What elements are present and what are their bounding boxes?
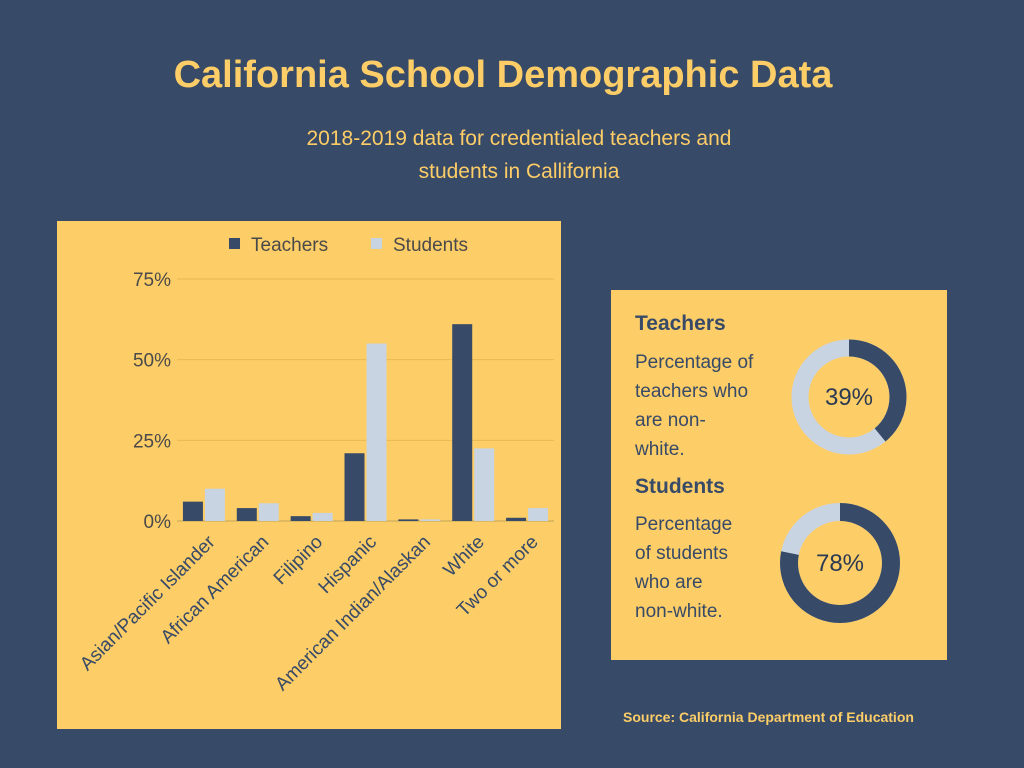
bar-students xyxy=(312,512,333,521)
bar-teachers xyxy=(398,519,419,521)
students-desc-line: non-white. xyxy=(635,601,723,622)
y-tick-label: 0% xyxy=(144,512,172,533)
source-citation: Source: California Department of Educati… xyxy=(623,709,914,725)
bar-chart: 0%25%50%75%Teachers StudentsAsian/Pacific… xyxy=(76,235,554,695)
stats-panel: Teachers Percentage of teachers who are … xyxy=(611,290,947,660)
x-category-label: White xyxy=(440,532,489,581)
legend-swatch xyxy=(371,238,382,249)
bar-students xyxy=(474,448,495,521)
y-tick-label: 25% xyxy=(133,431,171,452)
legend-label: Teachers xyxy=(251,235,328,256)
bar-teachers xyxy=(506,517,527,521)
students-desc-line: Percentage xyxy=(635,514,733,535)
bar-students xyxy=(528,508,549,521)
students-percent-label: 78% xyxy=(816,550,864,577)
teachers-percent-label: 39% xyxy=(825,384,873,411)
y-tick-label: 75% xyxy=(133,270,171,291)
bar-students xyxy=(366,343,387,521)
bar-teachers xyxy=(236,508,257,521)
bar-teachers xyxy=(344,453,365,521)
teachers-desc-line: Percentage of xyxy=(635,352,754,373)
page-subtitle: 2018-2019 data for credentialed teachers… xyxy=(306,127,732,183)
bar-teachers xyxy=(182,501,203,521)
legend-swatch xyxy=(229,238,240,249)
bar-chart-panel: 0% 25% 50% 75% Teachers Students Asian/Pacific… xyxy=(57,221,561,729)
teachers-description: Percentage of teachers who are non- whit… xyxy=(635,348,753,464)
students-donut-arc xyxy=(780,503,900,623)
bar-students xyxy=(420,519,441,521)
teachers-desc-line: teachers who xyxy=(635,381,749,402)
legend-label: Students xyxy=(393,235,468,256)
students-donut: 78% xyxy=(780,503,900,623)
teachers-heading: Teachers xyxy=(635,312,726,335)
bar-students xyxy=(258,503,279,521)
students-heading: Students xyxy=(635,475,725,498)
page-title: California School Demographic Data xyxy=(173,54,833,96)
teachers-desc-line: are non- xyxy=(635,410,706,431)
teachers-donut-arc xyxy=(791,339,907,455)
bar-students xyxy=(204,488,225,521)
students-desc-line: who are xyxy=(635,572,703,593)
students-description: Percentage of students who are non-white… xyxy=(635,510,732,626)
students-desc-line: of students xyxy=(635,543,728,564)
bar-teachers xyxy=(290,516,311,521)
teachers-desc-line: white. xyxy=(635,439,685,460)
bar-teachers xyxy=(452,324,473,521)
y-tick-label: 50% xyxy=(133,351,171,372)
teachers-donut: 39% xyxy=(791,339,907,455)
